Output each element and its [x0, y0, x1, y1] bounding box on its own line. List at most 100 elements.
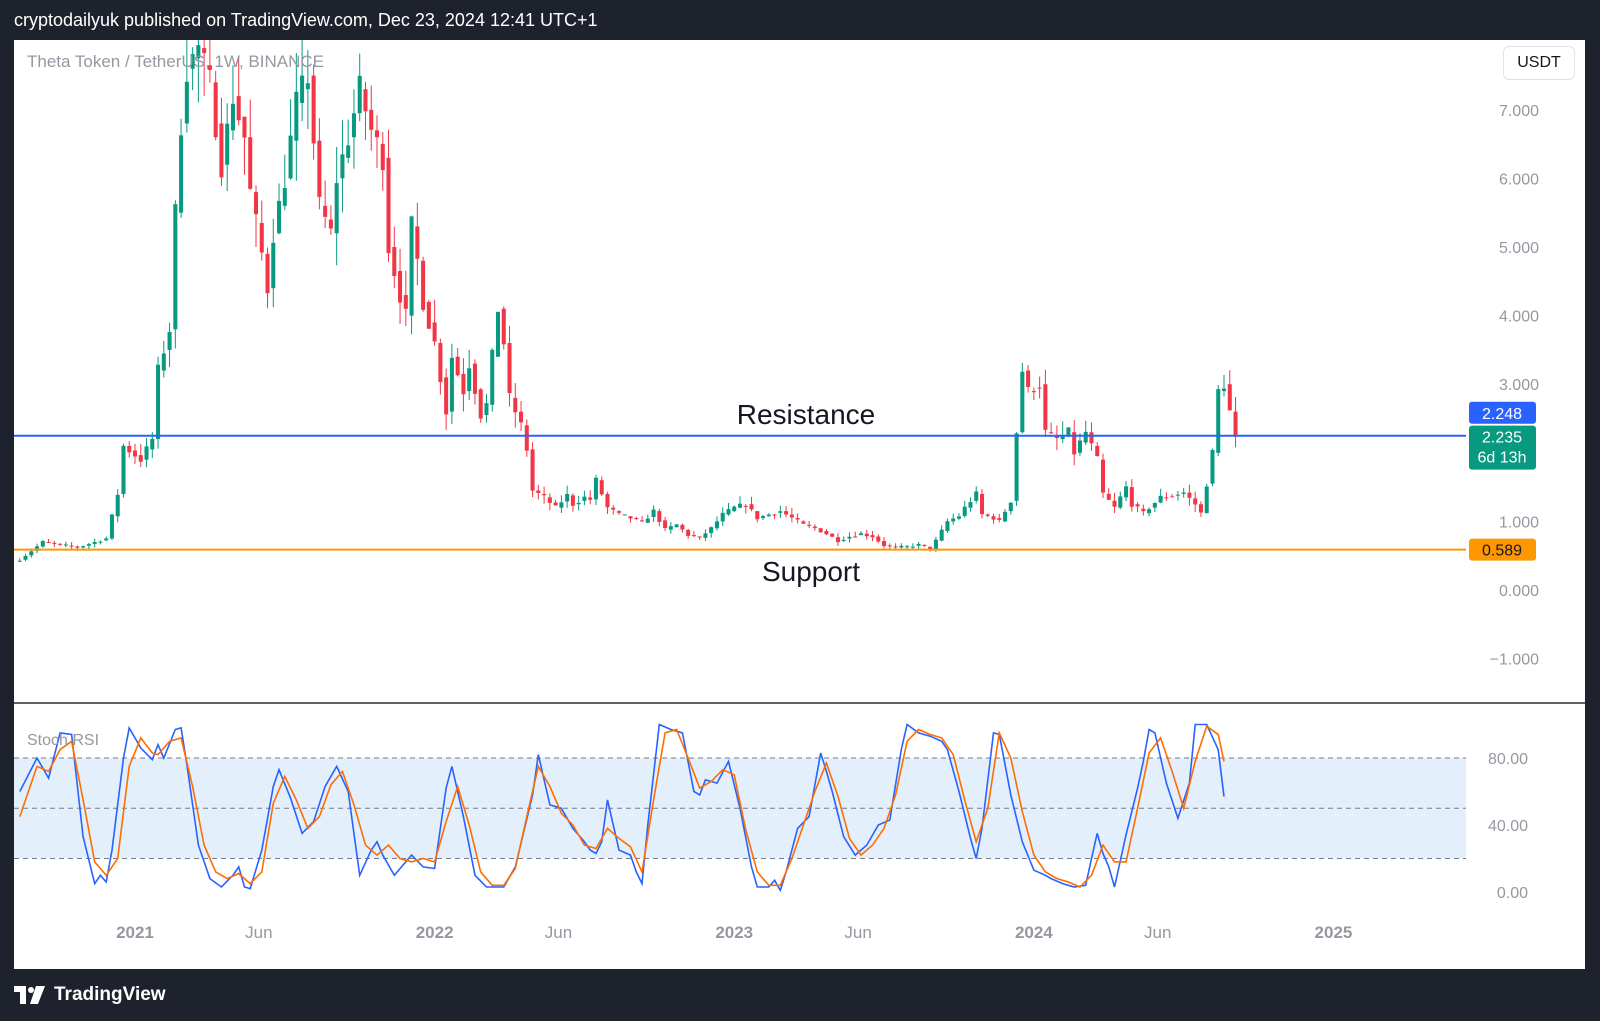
support-badge: 0.589 — [1469, 538, 1536, 561]
candle-body — [1221, 388, 1227, 392]
candle-body — [132, 450, 138, 457]
candle-body — [922, 544, 927, 546]
candle-body — [1198, 504, 1203, 513]
candle-body — [501, 308, 506, 345]
candle-body — [1049, 432, 1054, 434]
support-badge-bg — [1469, 538, 1536, 561]
candle-body — [190, 54, 195, 69]
stoch-rsi-label[interactable]: Stoch RSI — [27, 732, 100, 749]
candle-body — [1037, 387, 1042, 389]
price-axis-tick: 4.000 — [1499, 309, 1539, 326]
candle-body — [317, 140, 322, 197]
candle-body — [248, 137, 253, 189]
candle-body — [374, 130, 380, 138]
candle-body — [455, 356, 460, 376]
candle-body — [1112, 500, 1117, 507]
candle-body — [369, 109, 374, 130]
candle-body — [720, 512, 725, 522]
support-badge-text: 0.589 — [1482, 543, 1522, 560]
candle-body — [507, 343, 512, 394]
chart-canvas[interactable]: 7.000 6.000 5.000 4.000 3.000 1.000 0.000 −1.00… — [14, 40, 1585, 969]
candle-body — [1124, 486, 1129, 498]
last-price-badge-text: 6d 13h — [1478, 450, 1527, 467]
candle-body — [807, 524, 812, 526]
candle-body — [1083, 431, 1088, 443]
candle-body — [910, 546, 915, 548]
candle-body — [478, 389, 483, 419]
candle-body — [328, 219, 333, 229]
candle-body — [628, 516, 633, 519]
candle-body — [570, 495, 575, 506]
candle-body — [386, 157, 391, 254]
candle-body — [92, 541, 97, 544]
candle-body — [444, 377, 449, 415]
candle-body — [184, 81, 189, 124]
candle-body — [1008, 502, 1013, 512]
candle-body — [52, 542, 57, 544]
candle-body — [150, 438, 155, 450]
stoch-axis-tick: 0.00 — [1497, 885, 1528, 902]
candle-body — [547, 497, 552, 503]
candle-body — [311, 75, 316, 144]
symbol-label[interactable]: Theta Token / TetherUS, 1W, BINANCE — [27, 52, 325, 71]
candle-body — [1181, 492, 1186, 494]
candle-body — [121, 445, 126, 494]
candle-body — [991, 516, 996, 520]
candle-body — [46, 541, 51, 543]
candle-body — [323, 205, 328, 217]
candle-body — [1014, 433, 1019, 501]
candle-body — [668, 526, 673, 530]
candle-body — [645, 518, 650, 523]
candle-body — [115, 494, 120, 517]
candle-body — [634, 517, 639, 519]
candle-body — [599, 480, 604, 495]
footer-brand[interactable]: TradingView — [14, 984, 166, 1006]
candle-body — [611, 507, 616, 510]
currency-button[interactable]: USDT — [1503, 46, 1575, 80]
resistance-annotation: Resistance — [737, 399, 876, 430]
candle-body — [565, 493, 570, 502]
candle-body — [421, 260, 426, 310]
candle-body — [714, 521, 719, 529]
candle-body — [63, 544, 68, 546]
candle-body — [801, 521, 806, 524]
candle-body — [1026, 370, 1031, 387]
candle-body — [818, 528, 823, 533]
candle-body — [282, 188, 287, 206]
candle-body — [40, 541, 45, 547]
candle-body — [824, 531, 829, 535]
candle-body — [686, 529, 691, 536]
candle-body — [732, 506, 737, 512]
candle-body — [622, 514, 627, 516]
resistance-badge-text: 2.248 — [1482, 406, 1522, 423]
candle-body — [1003, 511, 1008, 522]
time-axis-tick: 2023 — [715, 923, 753, 942]
stoch-k-line — [19, 723, 1225, 893]
candle-body — [69, 545, 74, 547]
published-header: cryptodailyuk published on TradingView.c… — [14, 10, 598, 30]
candle-body — [340, 154, 345, 179]
candle-body — [196, 45, 201, 59]
stoch-axis-tick: 40.00 — [1488, 818, 1528, 835]
candle-body — [795, 517, 800, 520]
candle-body — [582, 496, 587, 501]
candle-body — [588, 497, 593, 500]
candle-body — [81, 546, 86, 548]
candle-body — [772, 514, 777, 516]
candle-body — [899, 545, 904, 548]
candle-body — [749, 504, 754, 510]
candle-body — [495, 311, 501, 357]
candle-body — [288, 135, 293, 179]
chart-frame[interactable]: 7.000 6.000 5.000 4.000 3.000 1.000 0.000 −1.00… — [14, 40, 1585, 969]
candle-body — [691, 535, 696, 537]
candle-body — [1233, 411, 1238, 437]
candle-body — [916, 543, 921, 546]
candle-body — [1216, 389, 1221, 453]
candle-body — [242, 116, 247, 138]
candle-body — [346, 145, 351, 158]
candle-body — [789, 514, 794, 518]
candle-body — [939, 529, 944, 541]
candle-body — [392, 247, 397, 277]
candle-body — [98, 541, 103, 543]
candle-body — [144, 446, 149, 460]
